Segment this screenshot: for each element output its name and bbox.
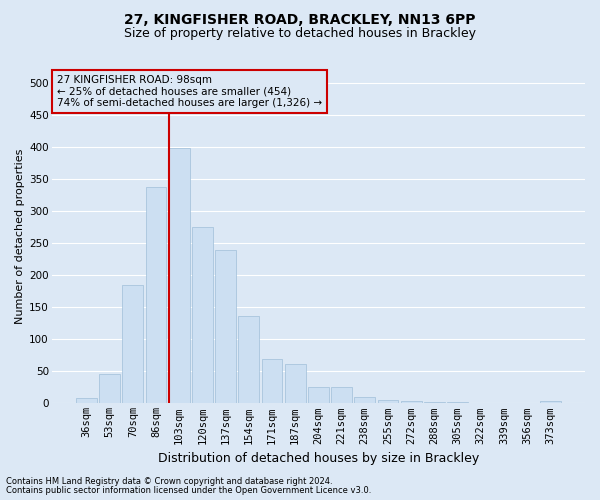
Bar: [238, 316, 259, 404]
Bar: [169, 148, 190, 404]
Bar: [192, 227, 213, 404]
Text: Contains public sector information licensed under the Open Government Licence v3: Contains public sector information licen…: [6, 486, 371, 495]
Bar: [493, 402, 514, 404]
X-axis label: Distribution of detached houses by size in Brackley: Distribution of detached houses by size …: [158, 452, 479, 465]
Bar: [424, 402, 445, 404]
Bar: [122, 286, 143, 404]
Bar: [377, 400, 398, 404]
Bar: [146, 186, 166, 404]
Y-axis label: Number of detached properties: Number of detached properties: [15, 149, 25, 324]
Bar: [470, 402, 491, 404]
Bar: [285, 364, 305, 404]
Bar: [447, 402, 468, 404]
Bar: [308, 388, 329, 404]
Text: Contains HM Land Registry data © Crown copyright and database right 2024.: Contains HM Land Registry data © Crown c…: [6, 477, 332, 486]
Text: 27, KINGFISHER ROAD, BRACKLEY, NN13 6PP: 27, KINGFISHER ROAD, BRACKLEY, NN13 6PP: [124, 12, 476, 26]
Bar: [215, 250, 236, 404]
Bar: [99, 374, 120, 404]
Bar: [401, 402, 422, 404]
Bar: [262, 358, 283, 404]
Bar: [540, 401, 561, 404]
Bar: [76, 398, 97, 404]
Bar: [331, 388, 352, 404]
Bar: [355, 397, 375, 404]
Text: 27 KINGFISHER ROAD: 98sqm
← 25% of detached houses are smaller (454)
74% of semi: 27 KINGFISHER ROAD: 98sqm ← 25% of detac…: [57, 75, 322, 108]
Text: Size of property relative to detached houses in Brackley: Size of property relative to detached ho…: [124, 28, 476, 40]
